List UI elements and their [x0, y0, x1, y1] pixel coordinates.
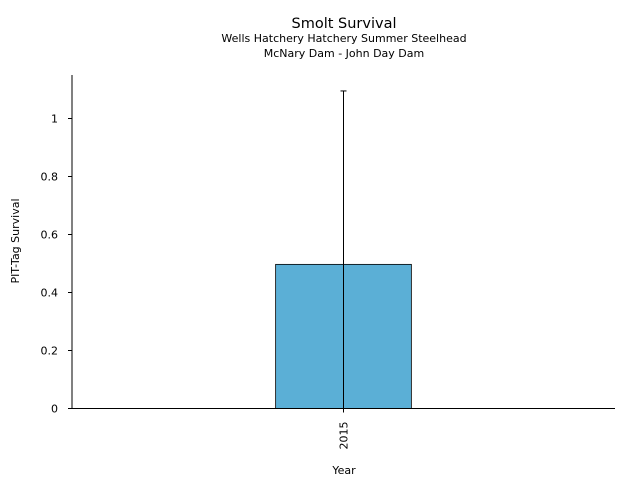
x-tick-label-2015: 2015 — [338, 422, 351, 450]
chart-subtitle-line-2: McNary Dam - John Day Dam — [264, 47, 424, 60]
y-tick-label: 0.2 — [41, 345, 59, 358]
x-axis-label: Year — [331, 464, 356, 477]
y-tick-label: 0.6 — [41, 229, 59, 242]
y-tick-label: 0.8 — [41, 171, 59, 184]
y-tick-label: 1 — [51, 113, 58, 126]
chart-subtitle-line-1: Wells Hatchery Hatchery Summer Steelhead — [221, 32, 466, 45]
y-axis-ticks: 0 0.2 0.4 0.6 0.8 1 — [41, 113, 72, 416]
x-axis-ticks: 2015 — [338, 408, 351, 450]
plot-area — [275, 90, 412, 409]
chart-title: Smolt Survival — [292, 16, 397, 32]
y-tick-label: 0 — [51, 403, 58, 416]
y-axis-label: PIT-Tag Survival — [9, 198, 22, 283]
y-tick-label: 0.4 — [41, 287, 59, 300]
